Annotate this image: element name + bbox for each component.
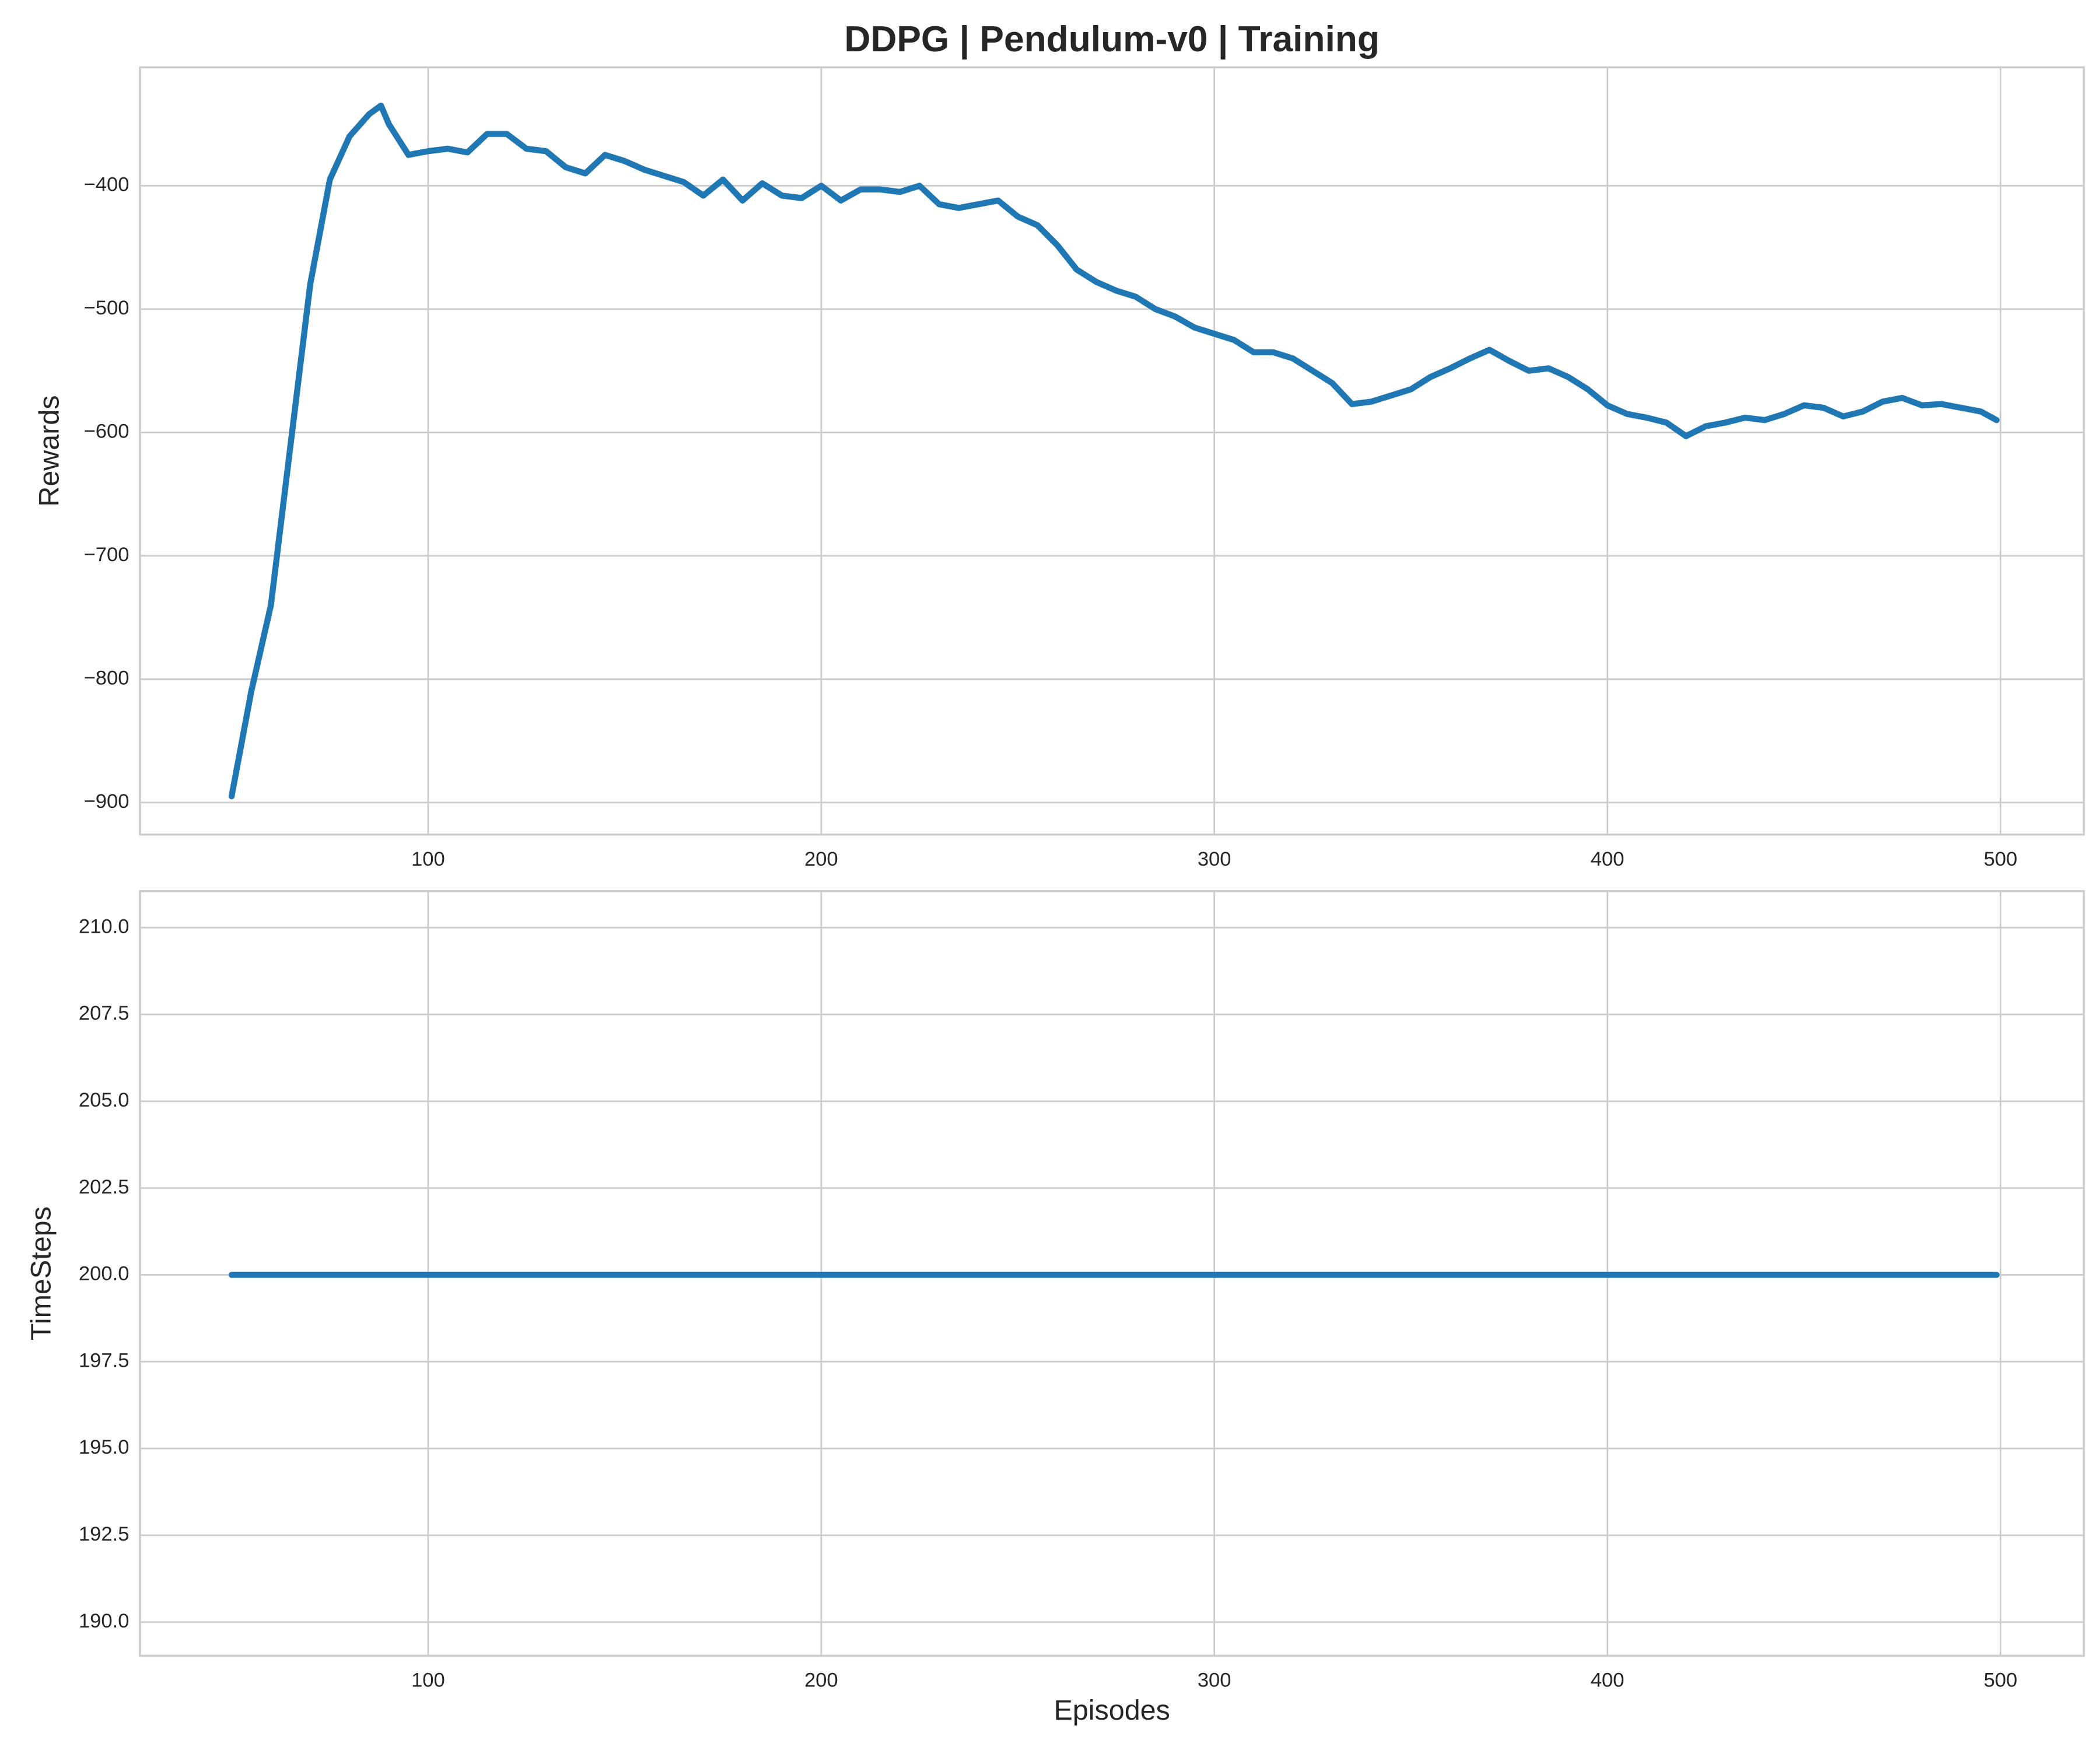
y-tick-label: 205.0 [79,1089,130,1111]
y-tick-label: 210.0 [79,915,130,937]
x-tick-label: 100 [411,848,445,870]
x-tick-label: 500 [1984,1669,2018,1691]
y-tick-label: −800 [84,667,130,689]
y-tick-label: −400 [84,174,130,196]
x-axis-label: Episodes [1054,1695,1170,1726]
y-tick-label: 192.5 [79,1523,130,1545]
data-line [228,102,2000,800]
x-tick-label: 400 [1591,1669,1625,1691]
x-tick-label: 400 [1591,848,1625,870]
y-tick-label: 207.5 [79,1002,130,1024]
y-tick-label: −500 [84,297,130,319]
plot-frame [139,890,2085,1657]
chart-title: DDPG | Pendulum-v0 | Training [844,19,1380,60]
y-tick-label: 197.5 [79,1349,130,1371]
y-tick-label: −900 [84,790,130,813]
y-tick-label: 202.5 [79,1176,130,1198]
x-tick-label: 100 [411,1669,445,1691]
y-tick-label: 190.0 [79,1610,130,1632]
x-tick-label: 500 [1984,848,2018,870]
x-tick-label: 300 [1198,1669,1231,1691]
x-tick-label: 200 [804,1669,838,1691]
y-tick-label: −600 [84,420,130,442]
y-axis-label: TimeSteps [26,1206,57,1340]
y-tick-label: 200.0 [79,1263,130,1285]
plot-frame [139,66,2085,836]
x-tick-label: 300 [1198,848,1231,870]
x-tick-label: 200 [804,848,838,870]
y-tick-label: 195.0 [79,1436,130,1458]
y-tick-label: −700 [84,544,130,566]
y-axis-label: Rewards [33,395,65,506]
